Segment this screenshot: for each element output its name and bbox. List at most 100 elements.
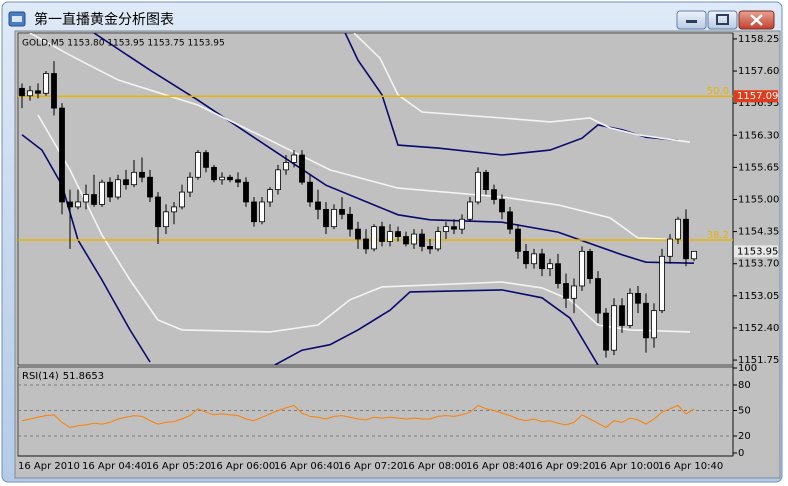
- band-line: [93, 33, 695, 264]
- candle-body: [107, 181, 113, 198]
- candle-body: [395, 231, 401, 237]
- candle-body: [515, 228, 521, 252]
- candle-body: [531, 253, 537, 265]
- x-tick-label: 16 Apr 10:00: [594, 461, 659, 472]
- candle-body: [307, 181, 313, 203]
- candle-body: [243, 181, 249, 203]
- candle-body: [27, 90, 33, 97]
- rsi-value: 51.8653: [63, 371, 104, 382]
- candle-body: [491, 189, 497, 200]
- candle-body: [419, 233, 425, 247]
- candle-body: [99, 181, 105, 205]
- level-label: 50.0: [707, 86, 729, 97]
- candle-body: [147, 176, 153, 198]
- candle-body: [379, 226, 385, 242]
- level-tag-label: 1157.09: [737, 91, 778, 102]
- maximize-icon: [716, 14, 729, 25]
- y-tick-label: 1156.95: [738, 98, 779, 109]
- x-tick-label: 16 Apr 10:40: [658, 461, 723, 472]
- minimize-icon: [686, 20, 697, 23]
- candle-body: [499, 199, 505, 213]
- candle-body: [363, 238, 369, 250]
- x-tick-label: 16 Apr 06:00: [210, 461, 275, 472]
- band-line: [29, 33, 691, 241]
- maximize-button[interactable]: [707, 10, 738, 30]
- candle-body: [387, 231, 393, 242]
- candle-body: [643, 302, 649, 339]
- candle-body: [91, 194, 97, 205]
- candle-body: [315, 201, 321, 210]
- rsi-title: RSI(14): [22, 371, 59, 382]
- candle-body: [51, 73, 57, 109]
- candle-body: [75, 201, 81, 208]
- rsi-plot: [18, 384, 733, 437]
- candle-body: [435, 231, 441, 250]
- candle-body: [459, 218, 465, 230]
- candle-body: [283, 162, 289, 171]
- candle-body: [571, 285, 577, 299]
- candle-body: [67, 201, 73, 208]
- rsi-y-tick-label: 80: [738, 380, 751, 391]
- candle-body: [411, 233, 417, 245]
- candle-body: [43, 73, 49, 94]
- window-title: 第一直播黄金分析图表: [34, 11, 174, 28]
- x-tick-label: 16 Apr 07:20: [338, 461, 403, 472]
- candle-body: [667, 238, 673, 257]
- candle-body: [595, 278, 601, 314]
- price-tag: [734, 245, 778, 258]
- candle-body: [611, 305, 617, 351]
- candle-body: [35, 90, 41, 94]
- candle-body: [427, 246, 433, 250]
- x-tick-label: 16 Apr 09:20: [530, 461, 595, 472]
- candle-body: [83, 194, 89, 203]
- candle-body: [59, 107, 65, 203]
- candle-body: [211, 166, 217, 181]
- candle-body: [483, 171, 489, 191]
- x-tick-label: 16 Apr 08:00: [402, 461, 467, 472]
- candle-body: [331, 208, 337, 228]
- candle-body: [603, 312, 609, 351]
- candle-body: [123, 179, 129, 186]
- band-line: [353, 33, 691, 143]
- close-icon: [750, 14, 763, 26]
- candle-body: [131, 171, 137, 186]
- candle-body: [347, 213, 353, 230]
- candle-body: [203, 152, 209, 168]
- candle-body: [683, 218, 689, 260]
- rsi-y-tick-label: 100: [738, 363, 757, 374]
- candle-body: [403, 236, 409, 245]
- candle-body: [659, 255, 665, 312]
- candle-body: [675, 218, 681, 240]
- candle-body: [139, 171, 145, 178]
- chart-client: [14, 30, 781, 479]
- candle-body: [563, 283, 569, 299]
- candle-body: [467, 201, 473, 220]
- level-tag: [734, 90, 778, 103]
- rsi-y-tick-label: 0: [738, 448, 744, 459]
- y-tick-label: 1154.35: [738, 227, 779, 238]
- y-tick-label: 1153.05: [738, 291, 779, 302]
- candle-body: [587, 250, 593, 279]
- rsi-line: [21, 404, 695, 429]
- candle-body: [163, 211, 169, 228]
- candle-body: [651, 310, 657, 339]
- candle-body: [219, 176, 225, 181]
- candle-body: [619, 305, 625, 326]
- x-tick-label: 16 Apr 04:40: [82, 461, 147, 472]
- main-plot: [18, 33, 733, 365]
- candle-body: [251, 201, 257, 223]
- candle-body: [555, 263, 561, 284]
- axes: 1158.25 1157.60 1156.95 1156.30 1155.65 1155.…: [18, 34, 779, 472]
- candle-body: [635, 292, 641, 304]
- x-tick-label: 16 Apr 05:20: [146, 461, 211, 472]
- level-label: 38.2: [707, 230, 729, 241]
- y-tick-label: 1151.75: [738, 355, 779, 366]
- window-icon-inner: [12, 16, 22, 22]
- main-header: GOLD,M5 1153.80 1153.95 1153.75 1153.95: [22, 39, 225, 49]
- y-tick-label: 1152.40: [738, 323, 779, 334]
- candle-body: [355, 228, 361, 240]
- candle-body: [443, 226, 449, 233]
- band-line: [37, 114, 691, 333]
- candle-body: [323, 208, 329, 228]
